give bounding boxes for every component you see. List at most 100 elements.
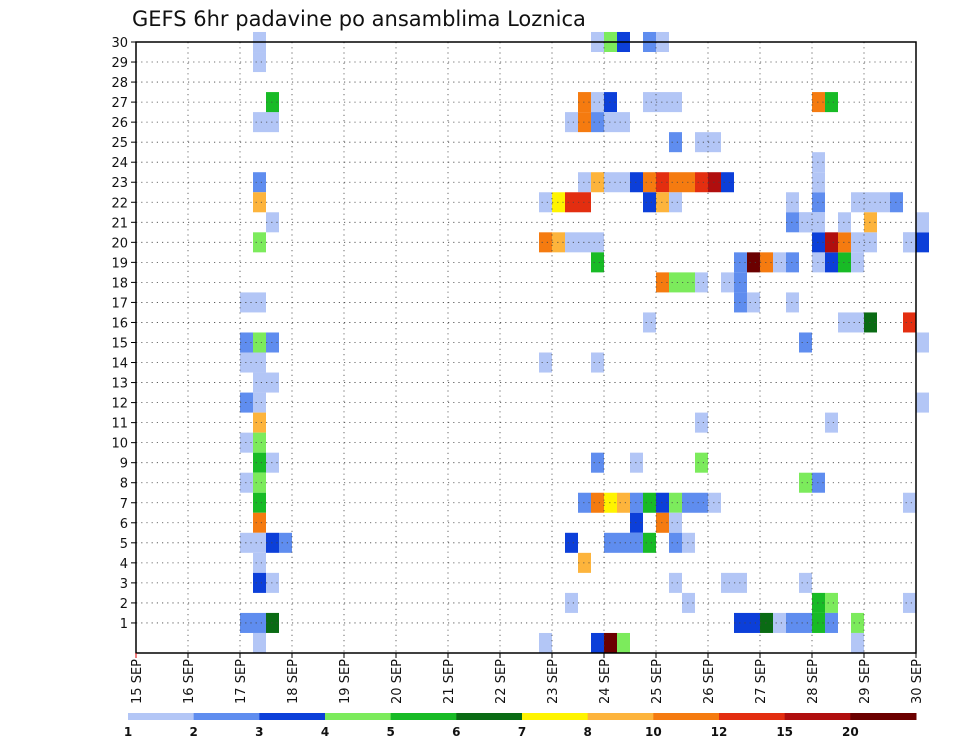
plot-frame	[135, 41, 917, 654]
heatmap-cell	[695, 132, 708, 153]
x-tick-label: 25 SEP	[650, 659, 665, 704]
heatmap-cell	[253, 552, 266, 573]
colorbar-swatch	[259, 713, 326, 720]
colorbar-label: 12	[711, 725, 728, 739]
x-tick-label: 17 SEP	[234, 659, 249, 704]
colorbar-label: 7	[518, 725, 526, 739]
y-tick-label: 13	[111, 377, 128, 392]
y-tick-label: 17	[111, 296, 128, 311]
heatmap-cell	[838, 212, 851, 233]
heatmap-cell	[266, 452, 279, 473]
heatmap-cell	[578, 552, 591, 573]
heatmap-cell	[266, 612, 279, 633]
heatmap-cell	[643, 192, 656, 213]
heatmap-cell	[916, 332, 929, 353]
colorbar-label: 4	[321, 725, 329, 739]
colorbar-label: 3	[255, 725, 263, 739]
heatmap-cell	[864, 192, 877, 213]
y-tick-label: 25	[111, 136, 128, 151]
y-tick-label: 14	[111, 357, 128, 372]
heatmap-cell	[591, 112, 604, 133]
heatmap-cell	[578, 192, 591, 213]
heatmap-cell	[253, 332, 266, 353]
heatmap-cell	[825, 612, 838, 633]
colorbar-swatch	[390, 713, 457, 720]
heatmap-cell	[591, 492, 604, 513]
heatmap-cell	[630, 512, 643, 533]
y-tick-label: 1	[120, 617, 128, 632]
heatmap-cell	[578, 92, 591, 113]
heatmap-cell	[266, 532, 279, 553]
colorbar-swatch	[456, 713, 523, 720]
heatmap-cell	[682, 272, 695, 293]
y-tick-label: 9	[120, 457, 128, 472]
heatmap-cell	[682, 172, 695, 193]
heatmap-cell	[253, 572, 266, 593]
heatmap-cell	[812, 152, 825, 173]
heatmap-cell	[695, 412, 708, 433]
heatmap-cell	[786, 212, 799, 233]
heatmap-cell	[253, 292, 266, 313]
heatmap-cell	[266, 112, 279, 133]
heatmap-cell	[708, 492, 721, 513]
heatmap-cell	[656, 192, 669, 213]
heatmap-cell	[240, 392, 253, 413]
heatmap-cell	[916, 212, 929, 233]
heatmap-cell	[669, 172, 682, 193]
heatmap-cell	[552, 192, 565, 213]
heatmap-cell	[604, 532, 617, 553]
heatmap-cell	[253, 412, 266, 433]
heatmap-cell	[643, 172, 656, 193]
heatmap-cell	[253, 372, 266, 393]
heatmap-cell	[539, 192, 552, 213]
colorbar: 1 2 3 4 5 6 7 8 10 12 15 20	[124, 713, 917, 739]
y-tick-label: 20	[111, 236, 128, 251]
heatmap-cell	[253, 472, 266, 493]
heatmap-cell	[721, 272, 734, 293]
heatmap-cell	[643, 92, 656, 113]
heatmap-cell	[851, 632, 864, 653]
colorbar-label: 8	[583, 725, 591, 739]
heatmap-cell	[734, 292, 747, 313]
heatmap-cell	[253, 232, 266, 253]
colorbar-label: 5	[386, 725, 394, 739]
heatmap-cell	[565, 192, 578, 213]
heatmap-cell	[812, 592, 825, 613]
heatmap-cell	[253, 452, 266, 473]
y-tick-label: 27	[111, 96, 128, 111]
heatmap-cell	[799, 472, 812, 493]
chart-title: GEFS 6hr padavine po ansamblima Loznica	[132, 7, 586, 31]
heatmap-cell	[565, 112, 578, 133]
heatmap-cell	[604, 92, 617, 113]
heatmap-cell	[851, 232, 864, 253]
heatmap-cell	[253, 432, 266, 453]
heatmap-cell	[539, 232, 552, 253]
heatmap-cell	[916, 232, 929, 253]
heatmap-cell	[695, 272, 708, 293]
y-tick-label: 23	[111, 176, 128, 191]
colorbar-swatch	[784, 713, 851, 720]
colorbar-swatch	[587, 713, 654, 720]
heatmap-cell	[253, 492, 266, 513]
heatmap-cell	[747, 252, 760, 273]
x-tick-label: 23 SEP	[546, 659, 561, 704]
heatmap-cell	[656, 492, 669, 513]
heatmap-cell	[903, 312, 916, 333]
x-tick-label: 19 SEP	[338, 659, 353, 704]
y-tick-label: 10	[111, 437, 128, 452]
heatmap-cell	[240, 532, 253, 553]
heatmap-cell	[266, 212, 279, 233]
y-tick-label: 6	[120, 517, 128, 532]
heatmap-cell	[253, 52, 266, 73]
colorbar-label: 20	[842, 725, 859, 739]
heatmap-cell	[552, 232, 565, 253]
heatmap-cell	[266, 92, 279, 113]
x-tick-label: 30 SEP	[910, 659, 925, 704]
y-tick-label: 16	[111, 316, 128, 331]
heatmap-cell	[617, 172, 630, 193]
colorbar-label: 10	[645, 725, 662, 739]
heatmap-cell	[721, 572, 734, 593]
heatmap-cell	[786, 192, 799, 213]
heatmap-cell	[825, 92, 838, 113]
heatmap-cell	[253, 612, 266, 633]
